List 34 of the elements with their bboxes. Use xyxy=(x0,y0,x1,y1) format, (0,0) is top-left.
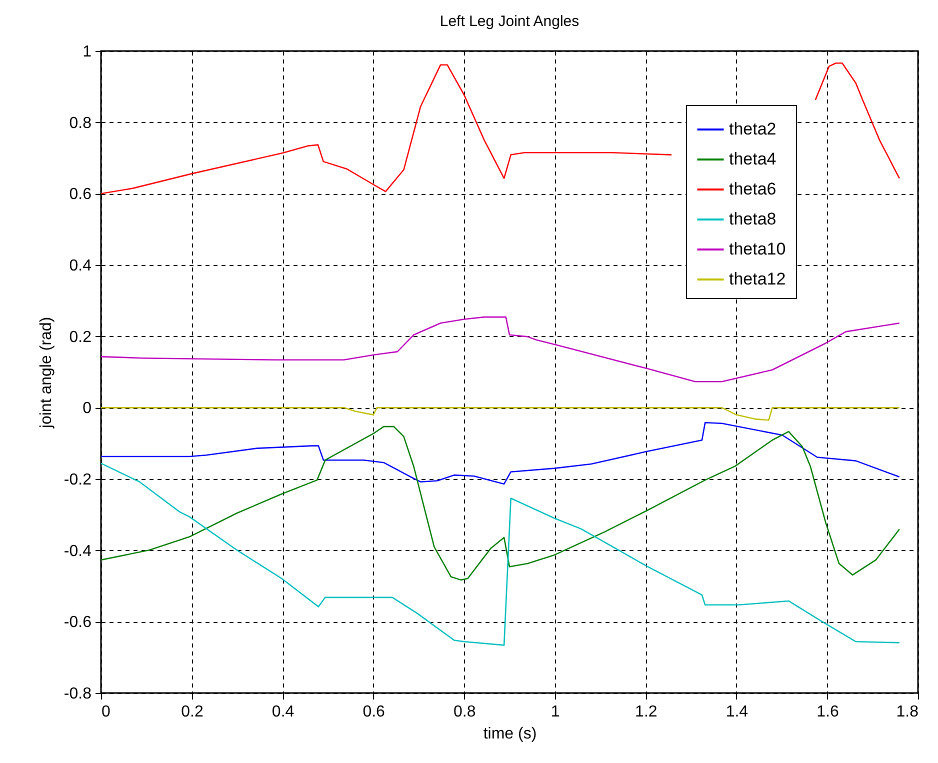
y-tick-label: 0.2 xyxy=(69,328,92,346)
line-series xyxy=(101,316,900,382)
x-tick-label: 1 xyxy=(550,704,560,720)
y-tick-label: -0.6 xyxy=(64,614,92,632)
line-series xyxy=(101,422,900,485)
legend-label: theta12 xyxy=(729,270,786,288)
x-tick-label: 1.8 xyxy=(896,704,919,720)
x-axis-title: time (s) xyxy=(483,726,537,742)
y-tick-label: 0.6 xyxy=(69,186,92,204)
line-series xyxy=(101,407,900,421)
legend-label: theta6 xyxy=(729,180,776,198)
y-tick-label: -0.2 xyxy=(64,472,92,488)
x-tick-label: 0.4 xyxy=(272,704,294,720)
y-tick-label: 0 xyxy=(82,400,92,418)
x-tick-label: 0.8 xyxy=(453,704,476,720)
y-tick-label: 1 xyxy=(82,44,92,60)
x-tick-label: 1.4 xyxy=(726,704,748,720)
chart-title: Left Leg Joint Angles xyxy=(440,13,580,30)
line-series xyxy=(101,426,900,581)
y-tick-label: 0.8 xyxy=(69,114,92,132)
y-axis-title: joint angle (rad) xyxy=(38,316,55,430)
y-tick-label: 0.4 xyxy=(69,258,92,274)
y-tick-label: -0.4 xyxy=(64,542,92,560)
x-tick-label: 0 xyxy=(102,704,110,720)
x-tick-label: 0.2 xyxy=(181,704,204,720)
y-tick-label: -0.8 xyxy=(64,686,92,702)
line-series xyxy=(101,462,900,646)
legend-label: theta4 xyxy=(729,150,776,168)
legend-label: theta8 xyxy=(729,210,776,228)
x-tick-label: 1.6 xyxy=(816,704,839,720)
x-tick-label: 1.2 xyxy=(635,704,658,720)
x-tick-label: 0.6 xyxy=(362,704,386,720)
legend-label: theta2 xyxy=(729,120,776,138)
legend-label: theta10 xyxy=(729,240,786,258)
